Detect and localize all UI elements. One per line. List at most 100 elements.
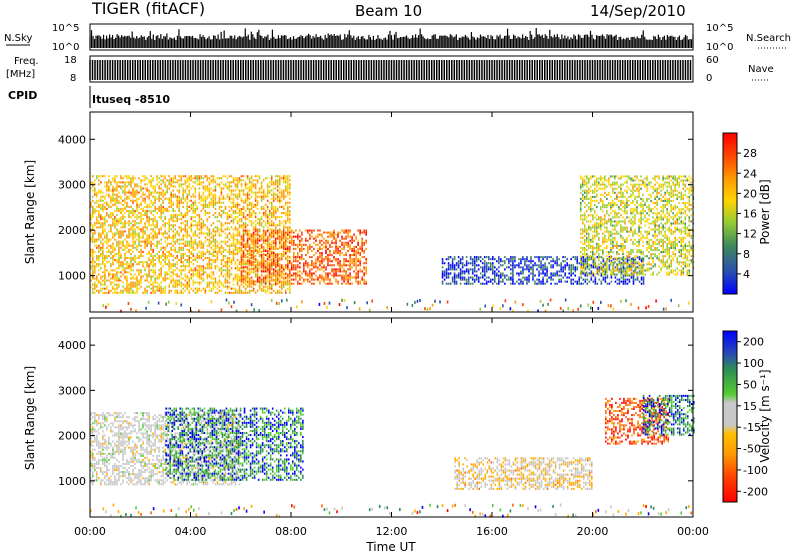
range-gate-cell xyxy=(200,269,203,272)
range-gate-cell xyxy=(174,228,177,231)
range-gate-cell xyxy=(268,252,271,255)
range-gate-cell xyxy=(351,262,353,265)
range-gate-cell xyxy=(276,276,279,279)
range-gate-cell xyxy=(90,279,92,282)
range-gate-cell xyxy=(238,242,241,245)
range-gate-cell xyxy=(303,258,305,261)
range-gate-cell xyxy=(305,239,307,242)
range-gate-cell xyxy=(152,201,154,204)
range-gate-cell xyxy=(278,246,281,249)
range-gate-cell xyxy=(309,280,311,283)
range-gate-cell xyxy=(256,280,259,283)
range-gate-cell xyxy=(309,235,311,238)
range-gate-cell xyxy=(202,205,205,208)
range-gate-cell xyxy=(216,240,219,243)
range-gate-cell xyxy=(146,209,148,212)
range-gate-cell xyxy=(146,216,148,219)
range-gate-cell xyxy=(104,254,106,257)
range-gate-cell xyxy=(158,259,160,262)
range-gate-cell xyxy=(295,256,297,259)
range-gate-cell xyxy=(106,185,108,188)
range-gate-cell xyxy=(475,276,478,279)
range-gate-cell xyxy=(286,183,289,186)
range-gate-cell xyxy=(329,258,331,261)
range-gate-cell xyxy=(218,185,221,188)
range-gate-cell xyxy=(140,285,142,288)
range-gate-cell xyxy=(198,193,201,196)
range-gate-cell xyxy=(196,273,199,276)
range-gate-cell xyxy=(288,197,291,200)
range-gate-cell xyxy=(148,191,150,194)
range-gate-cell xyxy=(102,287,104,290)
range-gate-cell xyxy=(295,268,297,271)
range-gate-cell xyxy=(200,240,203,243)
range-gate-cell xyxy=(196,271,199,274)
range-gate-cell xyxy=(158,257,160,260)
range-gate-cell xyxy=(230,259,233,262)
range-gate-cell xyxy=(170,275,172,278)
range-gate-cell xyxy=(311,256,313,259)
range-gate-cell xyxy=(266,220,269,223)
range-gate-cell xyxy=(162,232,164,235)
range-gate-cell xyxy=(276,179,279,182)
range-gate-cell xyxy=(248,250,251,253)
range-gate-cell xyxy=(176,285,179,288)
range-gate-cell xyxy=(134,228,136,231)
range-gate-cell xyxy=(305,274,307,277)
range-gate-cell xyxy=(258,285,261,288)
range-gate-cell xyxy=(256,179,259,182)
range-gate-cell xyxy=(128,220,130,223)
range-gate-cell xyxy=(126,242,128,245)
range-gate-cell xyxy=(174,281,177,284)
range-gate-cell xyxy=(305,270,307,273)
range-gate-cell xyxy=(220,271,223,274)
range-gate-cell xyxy=(124,269,126,272)
range-gate-cell xyxy=(116,220,118,223)
range-gate-cell xyxy=(337,245,339,248)
range-gate-cell xyxy=(214,226,217,229)
range-gate-cell xyxy=(108,271,110,274)
range-gate-cell xyxy=(250,267,253,270)
range-gate-cell xyxy=(116,283,118,286)
range-gate-cell xyxy=(186,259,189,262)
range-gate-cell xyxy=(100,226,102,229)
range-gate-cell xyxy=(274,266,277,269)
range-gate-cell xyxy=(266,237,269,240)
range-gate-cell xyxy=(274,254,277,257)
range-gate-cell xyxy=(108,203,110,206)
range-gate-cell xyxy=(124,185,126,188)
range-gate-cell xyxy=(150,228,152,231)
range-gate-cell xyxy=(321,239,323,242)
range-gate-cell xyxy=(144,179,146,182)
range-gate-cell xyxy=(236,203,239,206)
range-gate-cell xyxy=(214,265,217,268)
range-gate-cell xyxy=(272,193,275,196)
range-gate-cell xyxy=(168,224,170,227)
range-gate-cell xyxy=(164,287,166,290)
range-gate-cell xyxy=(311,282,313,285)
range-gate-cell xyxy=(228,246,231,249)
range-gate-cell xyxy=(284,258,287,261)
range-gate-cell xyxy=(262,270,265,273)
range-gate-cell xyxy=(445,282,448,285)
range-gate-cell xyxy=(96,277,98,280)
range-gate-cell xyxy=(248,254,251,257)
range-gate-cell xyxy=(228,281,231,284)
range-gate-cell xyxy=(242,214,245,217)
range-gate-cell xyxy=(313,262,315,265)
range-gate-cell xyxy=(232,212,235,215)
range-gate-cell xyxy=(445,270,448,273)
range-gate-cell xyxy=(341,276,343,279)
range-gate-cell xyxy=(114,277,116,280)
range-gate-cell xyxy=(134,232,136,235)
range-gate-cell xyxy=(307,262,309,265)
range-gate-cell xyxy=(214,250,217,253)
range-gate-cell xyxy=(252,249,255,252)
range-gate-cell xyxy=(100,246,102,249)
range-gate-cell xyxy=(224,277,227,280)
range-gate-cell xyxy=(154,216,156,219)
range-gate-cell xyxy=(278,259,281,262)
range-gate-cell xyxy=(325,268,327,271)
range-gate-cell xyxy=(130,269,132,272)
